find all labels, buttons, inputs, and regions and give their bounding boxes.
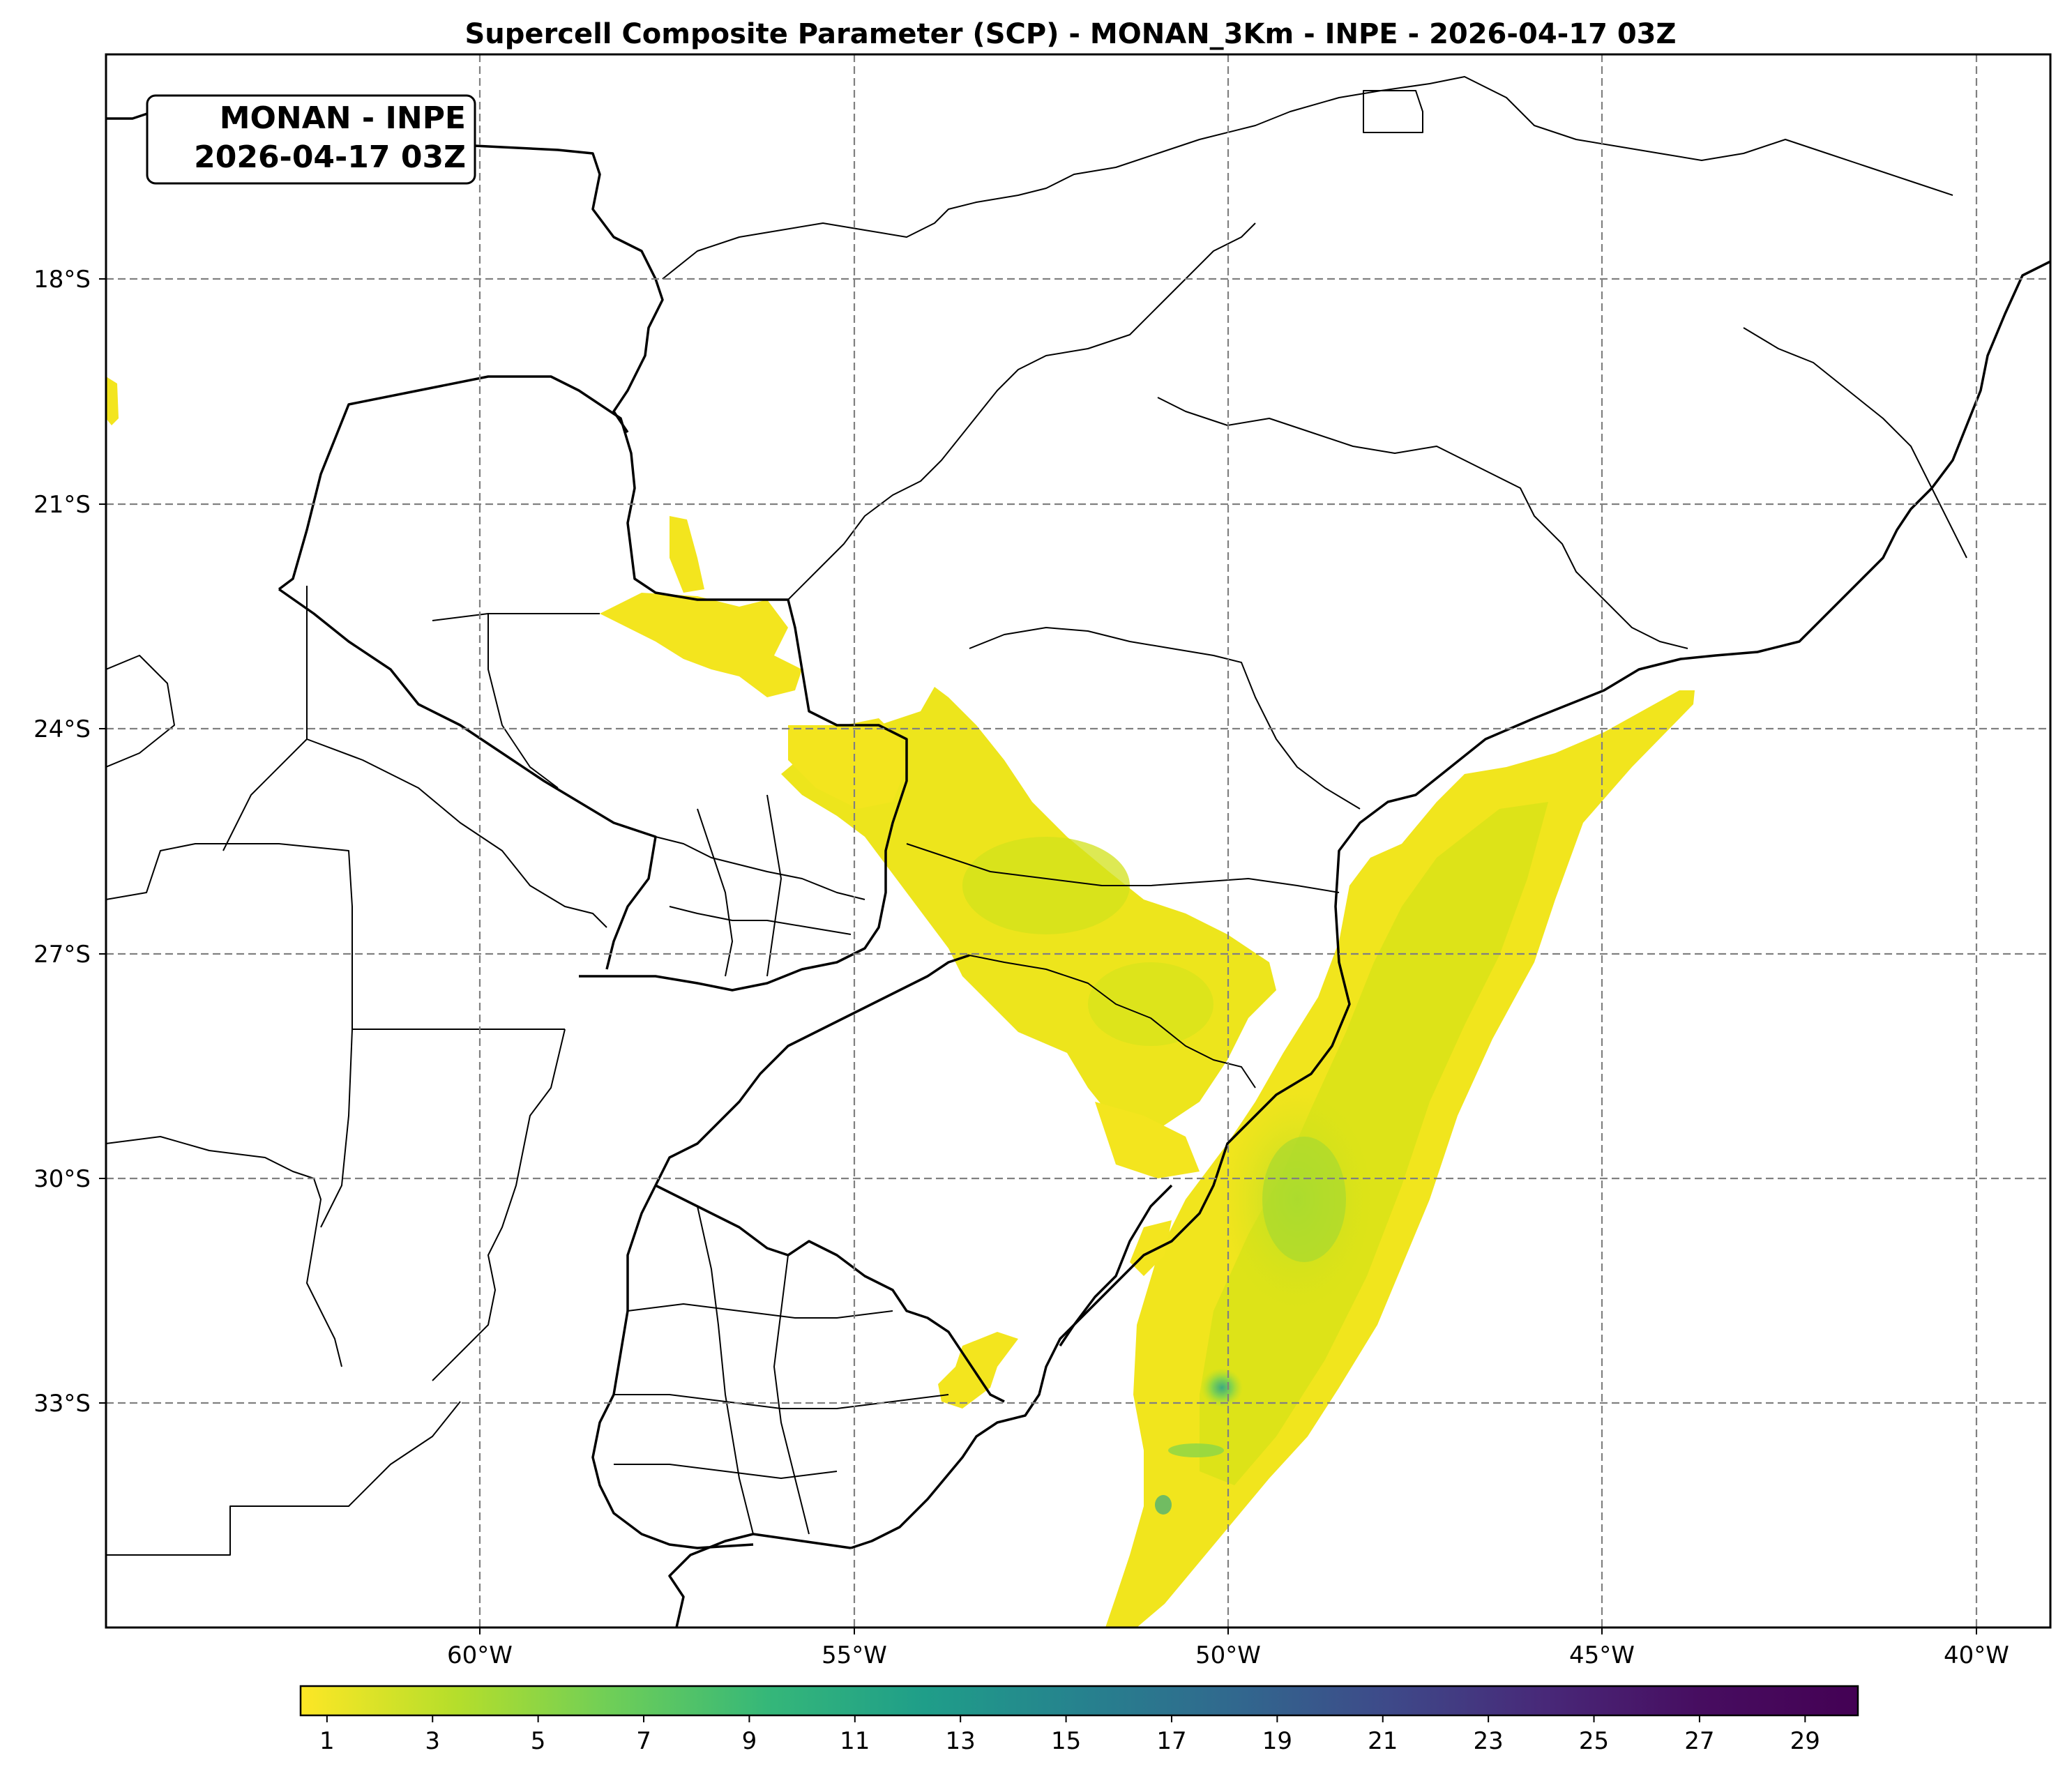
brazil-state-border-pr bbox=[969, 627, 1361, 810]
argentina-province-border-2 bbox=[106, 1136, 342, 1367]
sc-coastal-patch bbox=[1130, 1220, 1172, 1276]
paraguay-river bbox=[278, 588, 657, 970]
political-borders bbox=[106, 76, 2050, 1628]
brazil-state-border-ms-sp bbox=[787, 222, 1256, 600]
gridlines bbox=[106, 54, 2050, 1628]
north-border-strip bbox=[106, 377, 119, 425]
brazil-state-border-sc bbox=[906, 843, 1340, 893]
southern-tail-hotspot bbox=[1201, 1368, 1243, 1407]
rio-grande-do-sul-border bbox=[654, 954, 970, 1186]
lon-label-45w: 45°W bbox=[1569, 1641, 1635, 1669]
lat-label-24s: 24°S bbox=[33, 715, 91, 743]
southern-tail-hotspot-2 bbox=[1168, 1443, 1224, 1457]
colorbar-tick-label: 15 bbox=[1051, 1727, 1081, 1755]
colorbar-tick-label: 5 bbox=[531, 1727, 546, 1755]
uruguay-border bbox=[655, 1184, 1005, 1403]
mato-grosso-do-sul-south bbox=[788, 718, 907, 809]
colorbar-tick-label: 7 bbox=[636, 1727, 651, 1755]
lat-labels: 18°S 21°S 24°S 27°S 30°S 33°S bbox=[33, 266, 106, 1418]
stamp-datetime-label: 2026-04-17 03Z bbox=[194, 139, 466, 175]
colorbar-tick-label: 1 bbox=[319, 1727, 335, 1755]
coastal-hotspot-core bbox=[1262, 1137, 1346, 1262]
map-frame bbox=[105, 53, 2052, 1629]
figure-title: Supercell Composite Parameter (SCP) - MO… bbox=[464, 18, 1676, 50]
colorbar-ticks: 1 3 5 7 9 11 13 15 17 19 21 23 25 27 29 bbox=[319, 1715, 1820, 1755]
colorbar-tick-label: 21 bbox=[1368, 1727, 1398, 1755]
paraguay-dept-3 bbox=[697, 808, 733, 977]
uruguay-dept-2 bbox=[614, 1394, 949, 1409]
colorbar-gradient bbox=[299, 1685, 1859, 1717]
argentina-province-border-7 bbox=[222, 586, 308, 851]
brazil-state-border-go-mg bbox=[662, 90, 1382, 280]
colorbar-tick-label: 23 bbox=[1474, 1727, 1504, 1755]
parana-band-core-2 bbox=[1088, 962, 1213, 1046]
uruguay-coast-patch bbox=[938, 1332, 1018, 1409]
brazil-state-border-rj-es bbox=[1743, 327, 1967, 559]
paraguay-dept-5 bbox=[432, 613, 600, 621]
argentina-province-border-5 bbox=[432, 1029, 566, 1381]
mato-grosso-do-sul-cluster bbox=[600, 593, 802, 697]
lon-label-40w: 40°W bbox=[1944, 1641, 2009, 1669]
atlantic-coastline bbox=[850, 260, 2050, 1549]
lat-label-18s: 18°S bbox=[33, 266, 91, 294]
argentina-province-border-6 bbox=[106, 655, 175, 768]
colorbar-tick-label: 11 bbox=[840, 1727, 870, 1755]
lon-label-60w: 60°W bbox=[447, 1641, 513, 1669]
lat-label-27s: 27°S bbox=[33, 941, 91, 969]
colorbar-tick-label: 19 bbox=[1262, 1727, 1292, 1755]
stamp-model-label: MONAN - INPE bbox=[220, 100, 466, 136]
paraguay-border bbox=[278, 375, 908, 992]
uruguay-dept-4 bbox=[697, 1206, 754, 1535]
map-area bbox=[106, 54, 2050, 1628]
colorbar: 1 3 5 7 9 11 13 15 17 19 21 23 25 27 29 bbox=[299, 1685, 1859, 1755]
argentina-province-border-4 bbox=[106, 1401, 461, 1556]
info-stamp: MONAN - INPE 2026-04-17 03Z bbox=[146, 94, 476, 185]
lon-label-50w: 50°W bbox=[1195, 1641, 1261, 1669]
uruguay-dept-5 bbox=[773, 1254, 810, 1535]
colorbar-tick-label: 3 bbox=[425, 1727, 440, 1755]
mato-grosso-do-sul-north bbox=[670, 516, 704, 593]
lat-label-21s: 21°S bbox=[33, 491, 91, 519]
paraguay-dept-4 bbox=[766, 794, 782, 977]
colorbar-tick-label: 29 bbox=[1790, 1727, 1820, 1755]
sc-sporadic-patches bbox=[1095, 1102, 1200, 1178]
lat-label-33s: 33°S bbox=[33, 1390, 91, 1418]
coastal-inner-band bbox=[1200, 802, 1548, 1485]
lake-outline bbox=[1363, 90, 1423, 133]
argentina-province-border-1 bbox=[106, 843, 565, 1030]
parana-band-core bbox=[962, 837, 1130, 934]
lon-label-55w: 55°W bbox=[822, 1641, 887, 1669]
uruguay-dept-3 bbox=[614, 1464, 838, 1479]
brazil-state-border-mg-sp bbox=[1157, 397, 1688, 649]
argentina-province-border-8 bbox=[306, 738, 607, 928]
paraguay-dept-2 bbox=[669, 906, 852, 935]
colorbar-tick-label: 25 bbox=[1579, 1727, 1609, 1755]
lat-label-30s: 30°S bbox=[33, 1165, 91, 1193]
colorbar-tick-label: 13 bbox=[946, 1727, 976, 1755]
lon-labels: 60°W 55°W 50°W 45°W 40°W bbox=[447, 1628, 2009, 1669]
paraguay-dept-1 bbox=[655, 836, 865, 900]
colorbar-tick-label: 17 bbox=[1156, 1727, 1186, 1755]
southern-tail-hotspot-3 bbox=[1155, 1495, 1172, 1515]
brazil-state-border-mg-ba bbox=[1380, 76, 1953, 196]
uruguay-dept-1 bbox=[627, 1303, 893, 1319]
lagoa-dos-patos bbox=[1059, 1184, 1173, 1346]
colorbar-tick-label: 27 bbox=[1684, 1727, 1714, 1755]
uruguay-river-border bbox=[591, 1185, 754, 1549]
paraguay-dept-6 bbox=[487, 614, 559, 789]
info-stamp-box bbox=[146, 94, 476, 185]
argentina-province-border-3 bbox=[320, 1029, 353, 1228]
colorbar-tick-label: 9 bbox=[742, 1727, 757, 1755]
